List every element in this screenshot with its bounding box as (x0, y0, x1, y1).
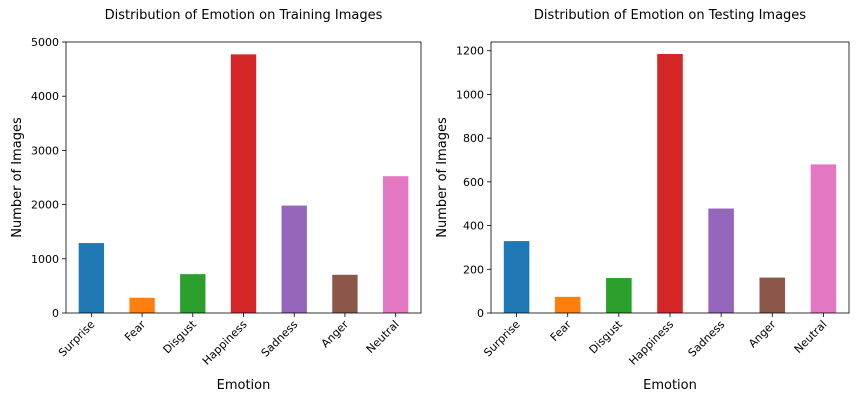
y-tick-label: 2000 (31, 199, 59, 212)
x-tick-label-disgust: Disgust (587, 317, 626, 356)
x-tick-label-neutral: Neutral (792, 318, 830, 356)
chart-title: Distribution of Emotion on Training Imag… (105, 8, 383, 23)
bar-happiness (230, 54, 257, 313)
x-tick-label-surprise: Surprise (56, 318, 98, 360)
bar-sadness (708, 208, 734, 313)
bar-anger (332, 274, 358, 313)
x-tick-label-fear: Fear (122, 318, 148, 344)
y-axis-label: Number of Images (10, 117, 25, 238)
y-tick-label: 1000 (31, 253, 59, 266)
x-tick-label-disgust: Disgust (161, 317, 200, 356)
x-tick-label-anger: Anger (746, 318, 779, 351)
bar-sadness (281, 205, 307, 313)
y-tick-label: 5000 (31, 36, 59, 49)
x-tick-label-anger: Anger (319, 318, 352, 351)
chart-title: Distribution of Emotion on Testing Image… (534, 8, 806, 23)
bar-neutral (382, 176, 409, 313)
x-tick-label-sadness: Sadness (259, 318, 301, 360)
y-tick-label: 600 (463, 176, 484, 189)
bar-happiness (657, 54, 683, 313)
x-tick-label-happiness: Happiness (200, 318, 250, 368)
bar-neutral (810, 164, 837, 313)
bar-surprise (503, 241, 530, 313)
y-tick-label: 200 (463, 263, 484, 276)
chart-panel-1: 0 1000 2000 3000 4000 5000 Surprise Fear Disgust… (10, 8, 422, 393)
x-tick-label-sadness: Sadness (686, 318, 728, 360)
y-axis-label: Number of Images (435, 117, 450, 238)
y-tick-label: 0 (52, 307, 59, 320)
x-axis-label: Emotion (217, 378, 271, 393)
y-tick-label: 1200 (456, 45, 484, 58)
x-tick-label-surprise: Surprise (481, 318, 523, 360)
x-tick-label-neutral: Neutral (364, 318, 402, 356)
y-tick-label: 800 (463, 132, 484, 145)
y-tick-label: 3000 (31, 144, 59, 157)
y-tick-label: 400 (463, 220, 484, 233)
bar-anger (759, 277, 786, 313)
y-tick-label: 0 (477, 307, 484, 320)
bar-disgust (180, 274, 206, 313)
bar-fear (129, 297, 155, 313)
chart-panel-2: 0 200 400 600 800 1000 1200 Surprise Fear Disgust… (435, 8, 850, 393)
y-tick-label: 4000 (31, 90, 59, 103)
x-tick-label-happiness: Happiness (626, 318, 676, 368)
y-tick-label: 1000 (456, 88, 484, 101)
bar-surprise (78, 243, 105, 313)
x-tick-label-fear: Fear (548, 318, 574, 344)
bar-fear (554, 296, 581, 313)
bar-disgust (606, 278, 632, 313)
x-axis-label: Emotion (643, 378, 697, 393)
